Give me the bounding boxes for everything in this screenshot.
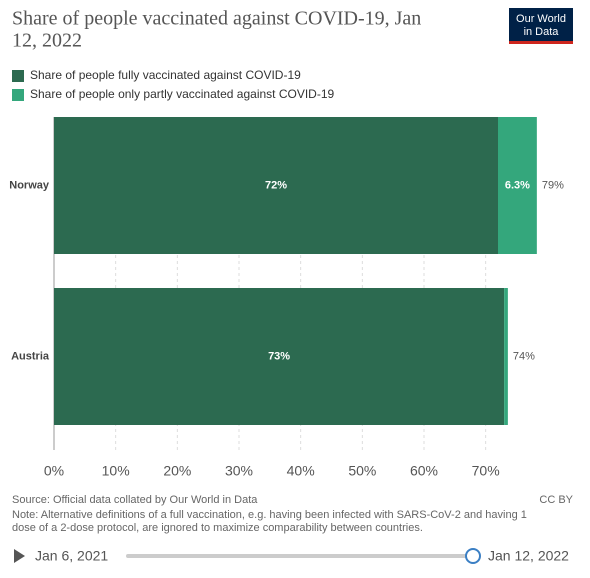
logo-box bbox=[509, 8, 573, 44]
x-tick-label: 20% bbox=[163, 463, 191, 479]
x-tick-label: 30% bbox=[225, 463, 253, 479]
source: Source: Official data collated by Our Wo… bbox=[12, 494, 258, 506]
x-tick-label: 70% bbox=[472, 463, 500, 479]
bar-segment bbox=[54, 117, 498, 254]
x-tick-label: 0% bbox=[44, 463, 64, 479]
bar-segment bbox=[54, 288, 505, 425]
timeline-end: Jan 12, 2022 bbox=[488, 548, 569, 564]
category-label: Austria bbox=[11, 350, 50, 362]
bar-segment bbox=[504, 288, 508, 425]
license: CC BY bbox=[539, 494, 573, 506]
value-label: 72% bbox=[265, 179, 287, 191]
timeline-handle[interactable] bbox=[465, 548, 481, 564]
logo-underline bbox=[509, 41, 573, 44]
legend-swatch bbox=[12, 89, 24, 101]
note: Note: Alternative definitions of a full … bbox=[12, 509, 527, 521]
value-label: 73% bbox=[268, 350, 290, 362]
chart-title-line: Share of people vaccinated against COVID… bbox=[12, 8, 421, 30]
logo-text: Our World bbox=[516, 13, 566, 25]
value-label: 6.3% bbox=[505, 179, 530, 191]
legend-label: Share of people only partly vaccinated a… bbox=[30, 87, 334, 101]
total-label: 74% bbox=[513, 350, 535, 362]
bar-segment bbox=[498, 117, 537, 254]
x-tick-label: 10% bbox=[102, 463, 130, 479]
logo-text: in Data bbox=[524, 26, 560, 38]
x-tick-label: 40% bbox=[287, 463, 315, 479]
legend-swatch bbox=[12, 70, 24, 82]
legend-label: Share of people fully vaccinated against… bbox=[30, 68, 301, 82]
category-label: Norway bbox=[9, 179, 50, 191]
x-tick-label: 50% bbox=[348, 463, 376, 479]
chart-title-line: 12, 2022 bbox=[12, 30, 82, 52]
total-label: 79% bbox=[542, 179, 564, 191]
x-tick-label: 60% bbox=[410, 463, 438, 479]
play-button[interactable] bbox=[14, 549, 25, 563]
note: dose of a 2-dose protocol, are ignored t… bbox=[12, 522, 423, 534]
timeline-start: Jan 6, 2021 bbox=[35, 548, 108, 564]
